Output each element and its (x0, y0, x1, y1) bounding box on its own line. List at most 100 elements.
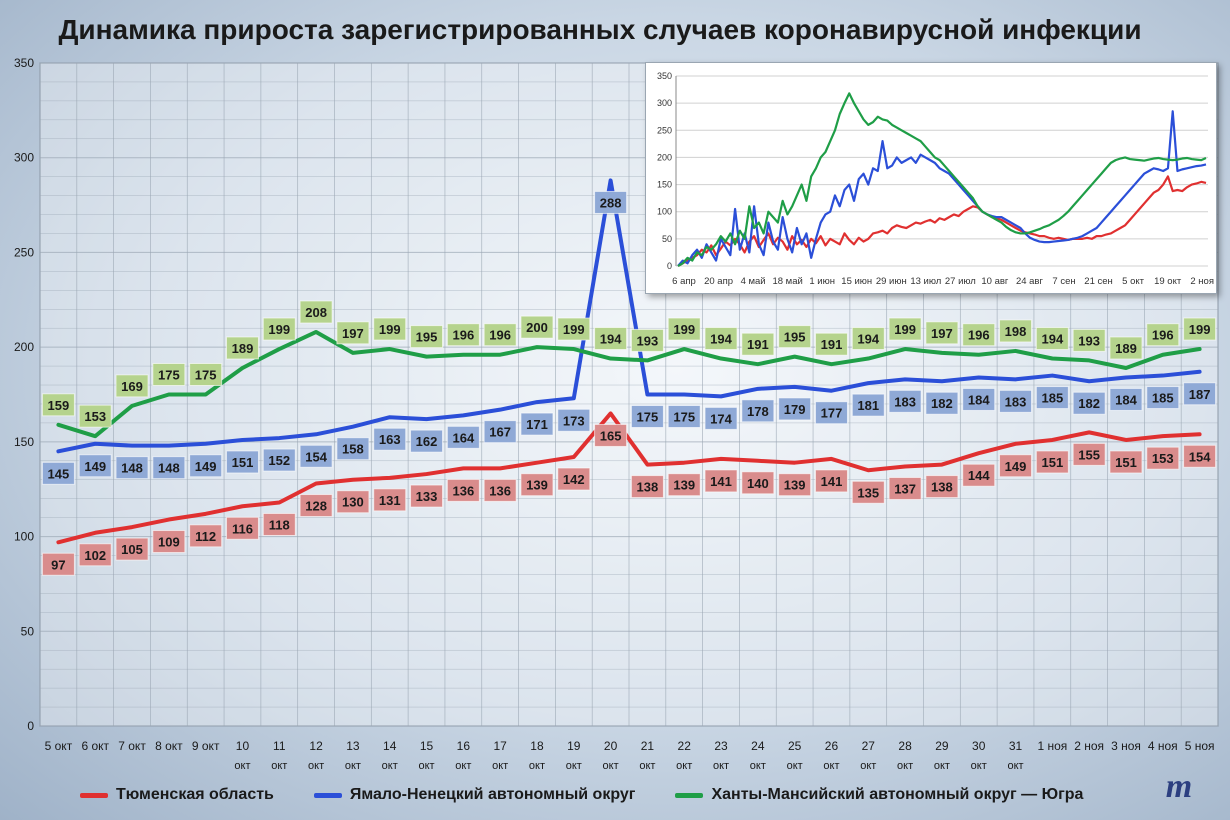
x-tick-label: 21 (641, 739, 655, 753)
data-label: 191 (814, 332, 848, 356)
inset-x-tick-label: 1 июн (809, 276, 835, 287)
data-label: 173 (557, 408, 591, 432)
data-label-bg (299, 444, 333, 468)
data-label-text: 145 (48, 466, 70, 481)
data-label: 144 (962, 463, 996, 487)
data-label-text: 199 (673, 322, 695, 337)
data-label-bg (667, 317, 701, 341)
data-label-text: 138 (931, 480, 953, 495)
x-tick-label: окт (566, 760, 582, 772)
data-label: 112 (189, 524, 223, 548)
data-label-text: 189 (1115, 341, 1137, 356)
data-label: 191 (741, 332, 775, 356)
data-label-bg (225, 336, 259, 360)
logo-mark: m (1165, 768, 1193, 805)
data-label-bg (925, 391, 959, 415)
x-tick-label: 24 (751, 739, 765, 753)
data-label: 198 (999, 319, 1033, 343)
data-label-bg (704, 469, 738, 493)
data-label: 136 (446, 478, 480, 502)
data-label-text: 189 (232, 341, 254, 356)
data-label-text: 158 (342, 442, 364, 457)
data-label: 199 (1183, 317, 1217, 341)
data-label-text: 155 (1078, 447, 1100, 462)
data-label-bg (888, 389, 922, 413)
inset-y-tick-label: 50 (662, 234, 672, 244)
data-label-text: 144 (968, 468, 990, 483)
data-label: 196 (446, 323, 480, 347)
series-line-2 (56, 329, 1202, 439)
data-label-text: 193 (637, 333, 659, 348)
data-label-bg (925, 475, 959, 499)
inset-x-tick-label: 18 май (772, 276, 802, 287)
data-label: 141 (704, 469, 738, 493)
data-label: 142 (557, 467, 591, 491)
data-label-text: 191 (821, 337, 843, 352)
series-line-0 (56, 411, 1202, 545)
data-label-bg (483, 323, 517, 347)
data-label: 136 (483, 478, 517, 502)
inset-y-tick-label: 0 (667, 261, 672, 271)
data-label: 200 (520, 315, 554, 339)
y-tick-label: 100 (14, 530, 34, 544)
legend-swatch-tyumen (80, 792, 108, 798)
y-tick-label: 200 (14, 340, 34, 354)
data-label-text: 153 (84, 409, 106, 424)
inset-x-tick-label: 7 сен (1052, 276, 1075, 287)
data-label-text: 149 (1005, 459, 1027, 474)
legend-label-tyumen: Тюменская область (116, 786, 274, 803)
x-tick-label: окт (934, 760, 950, 772)
data-label-bg (778, 325, 812, 349)
x-tick-label: 20 (604, 739, 618, 753)
data-label: 194 (1035, 327, 1069, 351)
data-label-bg (1035, 386, 1069, 410)
data-label: 199 (667, 317, 701, 341)
inset-series-line-0 (677, 175, 1207, 267)
x-tick-label: окт (345, 760, 361, 772)
data-label: 196 (962, 323, 996, 347)
data-label-bg (78, 543, 112, 567)
legend: Тюменская область Ямало-Ненецкий автоном… (80, 786, 1083, 804)
data-label: 116 (225, 516, 259, 540)
data-label-text: 200 (526, 320, 548, 335)
data-label: 182 (1072, 391, 1106, 415)
data-label: 178 (741, 399, 775, 423)
data-label: 149 (78, 454, 112, 478)
data-label: 138 (630, 475, 664, 499)
x-tick-label: окт (713, 760, 729, 772)
data-label: 149 (999, 454, 1033, 478)
x-tick-label: 9 окт (192, 739, 220, 753)
data-label-bg (373, 427, 407, 451)
data-label-bg (741, 332, 775, 356)
x-tick-label: окт (676, 760, 692, 772)
data-label-bg (115, 537, 149, 561)
data-label-text: 139 (673, 478, 695, 493)
data-label: 199 (888, 317, 922, 341)
x-tick-label: 17 (493, 739, 507, 753)
data-label-bg (1183, 444, 1217, 468)
x-tick-label: 2 ноя (1074, 739, 1104, 753)
x-tick-label: 16 (457, 739, 471, 753)
inset-x-tick-label: 21 сен (1084, 276, 1113, 287)
inset-series-line-2 (677, 92, 1207, 267)
data-label-bg (1146, 386, 1180, 410)
data-label-bg (814, 469, 848, 493)
y-tick-label: 0 (27, 719, 34, 733)
data-label: 118 (262, 512, 296, 536)
data-label-text: 151 (1041, 455, 1063, 470)
data-label-text: 138 (637, 480, 659, 495)
data-label-text: 178 (747, 404, 769, 419)
data-label-text: 154 (305, 449, 327, 464)
data-label-text: 148 (158, 461, 180, 476)
data-label-text: 137 (894, 481, 916, 496)
data-label-text: 131 (379, 493, 401, 508)
legend-label-yanao: Ямало-Ненецкий автономный округ (349, 786, 636, 803)
data-label-text: 199 (894, 322, 916, 337)
data-label: 179 (778, 397, 812, 421)
data-label: 194 (851, 327, 885, 351)
data-label-text: 140 (747, 476, 769, 491)
x-tick-label: 3 ноя (1111, 739, 1141, 753)
data-label-bg (1072, 442, 1106, 466)
data-label-bg (225, 516, 259, 540)
data-label-text: 194 (710, 332, 732, 347)
